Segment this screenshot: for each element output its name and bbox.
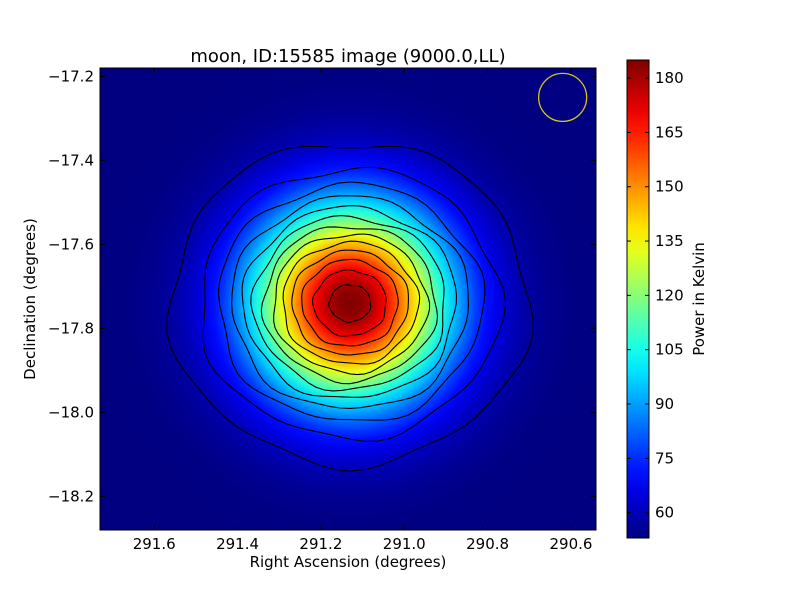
x-tick-label: 291.6 — [133, 535, 176, 553]
contour-line — [301, 258, 399, 347]
source-emission — [100, 68, 596, 530]
colorbar-tick-label: 135 — [655, 232, 684, 250]
plot-frame — [99, 67, 597, 531]
x-tick-label: 291.0 — [383, 535, 426, 553]
colorbar-tick-label: 165 — [655, 123, 684, 141]
x-axis-label: Right Ascension (degrees) — [250, 553, 447, 571]
x-tick-label: 290.8 — [466, 535, 509, 553]
colorbar-tick-label: 75 — [655, 449, 674, 467]
contour-line — [273, 233, 431, 376]
y-tick-label: −18.2 — [48, 487, 94, 505]
y-tick-label: −17.8 — [48, 319, 94, 337]
colorbar-tick-label: 90 — [655, 395, 674, 413]
colorbar-gradient — [626, 59, 650, 539]
contour-line — [241, 205, 458, 398]
contour-line — [328, 284, 372, 323]
plot-area — [99, 67, 597, 531]
colorbar-label: Power in Kelvin — [690, 242, 708, 356]
x-axis: 291.6 291.4 291.2 291.0 290.8 290.6 — [133, 68, 593, 553]
y-axis-label: Declination (degrees) — [21, 218, 39, 380]
colorbar-tick-label: 150 — [655, 178, 684, 196]
contour-line — [217, 181, 486, 421]
y-axis: −17.2 −17.4 −17.6 −17.8 −18.0 −18.2 — [48, 67, 596, 505]
contour-line — [250, 215, 445, 392]
beam-marker — [538, 72, 588, 123]
contour-line — [166, 145, 534, 472]
contour-line — [312, 269, 387, 337]
colorbar-ticks: 60 75 90 105 120 135 150 165 180 — [627, 69, 684, 522]
x-tick-label: 291.4 — [216, 535, 259, 553]
y-tick-label: −17.4 — [48, 151, 94, 169]
contour-line — [260, 226, 439, 385]
y-tick-label: −17.2 — [48, 67, 94, 85]
contour-line — [282, 240, 421, 365]
contour-line — [231, 195, 469, 409]
x-tick-label: 291.2 — [299, 535, 342, 553]
y-tick-label: −18.0 — [48, 403, 94, 421]
colorbar-tick-label: 105 — [655, 341, 684, 359]
x-tick-label: 290.6 — [550, 535, 593, 553]
colorbar: 60 75 90 105 120 135 150 165 180 Power in Kelvin — [626, 59, 708, 539]
contour-line — [291, 249, 409, 356]
chart-title: moon, ID:15585 image (9000.0,LL) — [190, 46, 505, 67]
colorbar-tick-label: 180 — [655, 69, 684, 87]
colorbar-tick-label: 60 — [655, 504, 674, 522]
contour-line — [202, 166, 507, 442]
y-tick-label: −17.6 — [48, 235, 94, 253]
contour-lines — [166, 145, 534, 472]
colorbar-tick-label: 120 — [655, 286, 684, 304]
